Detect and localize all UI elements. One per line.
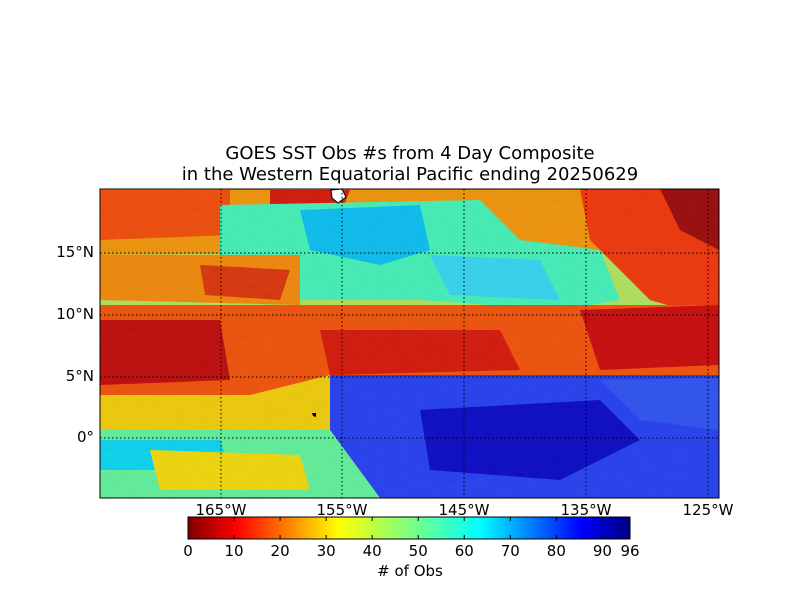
lon-label-155w: 155°W: [316, 501, 368, 519]
colorbar-label: # of Obs: [377, 562, 443, 580]
lat-label-15n: 15°N: [56, 243, 94, 261]
colorbar: [187, 516, 631, 540]
colorbar-ticks: [187, 517, 631, 539]
colorbar-tick-label: 90: [592, 542, 612, 560]
sst-field: [100, 189, 719, 498]
colorbar-tick-label: 50: [408, 542, 428, 560]
land-island: [312, 413, 316, 417]
colorbar-tick-label: 20: [270, 542, 290, 560]
lat-label-5n: 5°N: [65, 367, 94, 385]
lon-label-135w: 135°W: [560, 501, 612, 519]
lon-label-165w: 165°W: [195, 501, 247, 519]
lat-label-10n: 10°N: [56, 305, 94, 323]
colorbar-tick-label: 40: [362, 542, 382, 560]
lat-label-0: 0°: [76, 428, 94, 446]
map-title-line-1: GOES SST Obs #s from 4 Day Composite: [225, 143, 595, 164]
colorbar-tick-label: 70: [500, 542, 520, 560]
map-frame: [99, 188, 720, 499]
lon-label-145w: 145°W: [438, 501, 490, 519]
colorbar-tick-label: 10: [224, 542, 244, 560]
colorbar-tick-label: 60: [454, 542, 474, 560]
lon-label-125w: 125°W: [682, 501, 734, 519]
colorbar-tick-label: 80: [546, 542, 566, 560]
colorbar-tick-label: 0: [183, 542, 193, 560]
graticule: [100, 189, 719, 498]
colorbar-tick-label: 96: [620, 542, 640, 560]
map-title-line-2: in the Western Equatorial Pacific ending…: [181, 164, 639, 185]
colorbar-tick-label: 30: [316, 542, 336, 560]
